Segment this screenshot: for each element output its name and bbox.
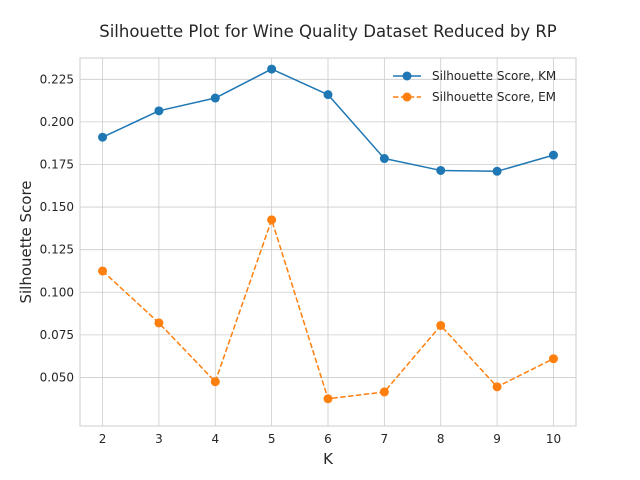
- x-tick-label: 3: [155, 432, 163, 446]
- data-point-em: [154, 318, 164, 328]
- data-point-em: [492, 382, 502, 392]
- data-point-em: [379, 387, 389, 397]
- x-tick-label: 10: [546, 432, 561, 446]
- tick-labels: 2 3 4 5 6 7 8 9 10 0.050 0.075 0.100 0.125 0.150 0.175…: [40, 72, 561, 446]
- chart-title: Silhouette Plot for Wine Quality Dataset…: [99, 22, 557, 41]
- data-point-km: [210, 93, 220, 103]
- data-point-em: [210, 377, 220, 387]
- y-tick-label: 0.175: [40, 157, 74, 171]
- legend-label-em: Silhouette Score, EM: [432, 90, 556, 104]
- y-tick-label: 0.125: [40, 243, 74, 257]
- legend-marker-em: [402, 92, 412, 102]
- y-tick-label: 0.075: [40, 328, 74, 342]
- data-point-em: [323, 394, 333, 404]
- y-axis-label: Silhouette Score: [17, 180, 35, 303]
- y-tick-label: 0.050: [40, 370, 74, 384]
- x-axis-label: K: [323, 450, 334, 468]
- x-tick-label: 4: [211, 432, 219, 446]
- plot-frame: [79, 57, 577, 427]
- data-point-km: [267, 64, 277, 74]
- data-point-km: [379, 154, 389, 164]
- legend: Silhouette Score, KM Silhouette Score, E…: [393, 69, 556, 104]
- x-tick-label: 2: [99, 432, 107, 446]
- grid: [80, 58, 576, 426]
- x-tick-label: 6: [324, 432, 332, 446]
- x-tick-label: 5: [268, 432, 276, 446]
- data-point-em: [98, 266, 108, 276]
- data-point-km: [154, 106, 164, 116]
- data-point-km: [98, 132, 108, 142]
- data-point-km: [323, 90, 333, 100]
- legend-marker-km: [402, 71, 412, 81]
- y-tick-label: 0.225: [40, 72, 74, 86]
- x-tick-label: 7: [381, 432, 389, 446]
- data-point-em: [267, 215, 277, 225]
- data-point-km: [492, 166, 502, 176]
- data-point-em: [548, 354, 558, 364]
- data-point-km: [436, 165, 446, 175]
- y-tick-label: 0.100: [40, 285, 74, 299]
- legend-label-km: Silhouette Score, KM: [432, 69, 556, 83]
- x-tick-label: 9: [493, 432, 501, 446]
- x-tick-label: 8: [437, 432, 445, 446]
- y-tick-label: 0.150: [40, 200, 74, 214]
- data-point-em: [436, 320, 446, 330]
- y-tick-label: 0.200: [40, 115, 74, 129]
- data-point-km: [548, 150, 558, 160]
- series-layer: [98, 64, 558, 404]
